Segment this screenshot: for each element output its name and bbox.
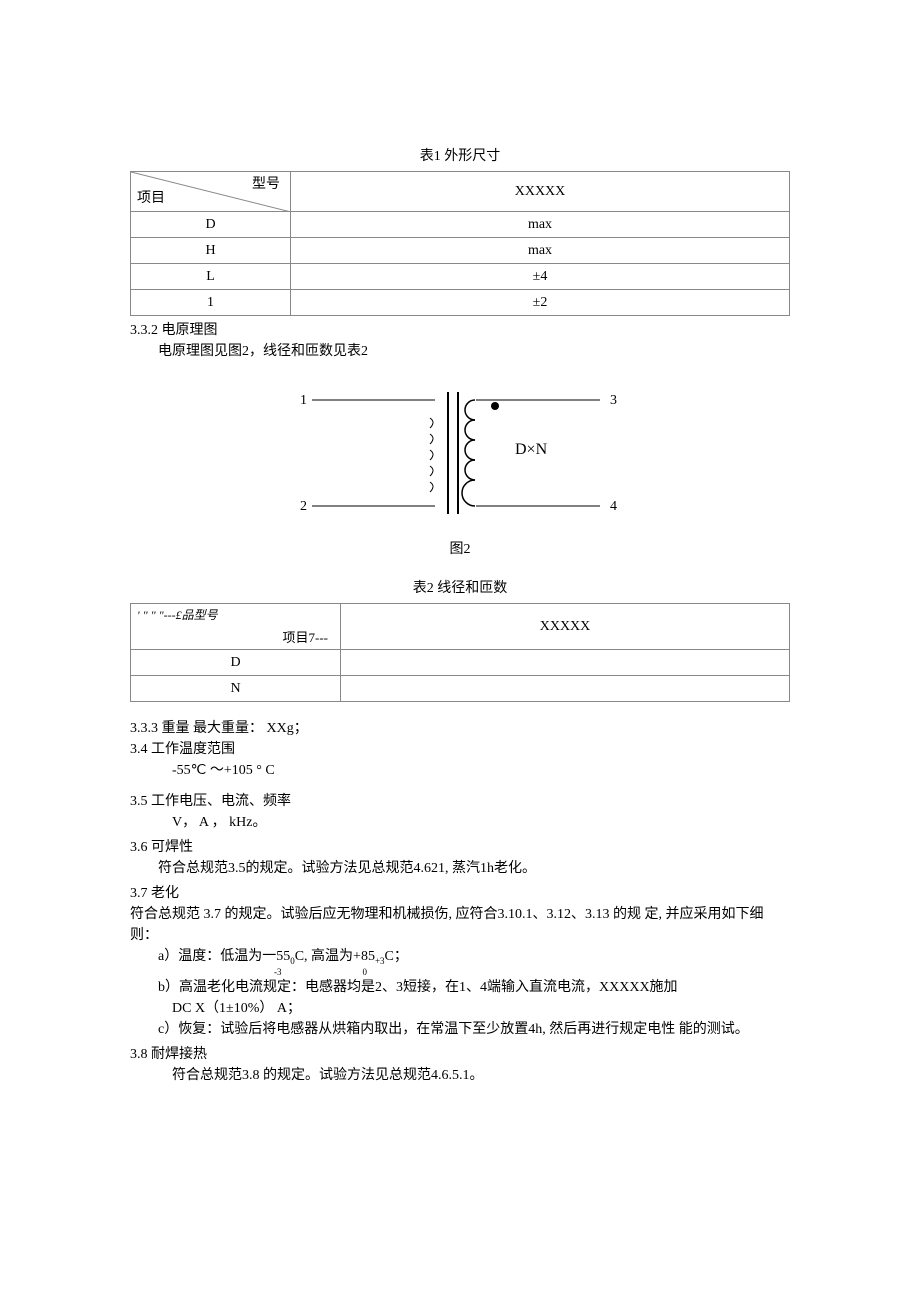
s332-heading: 3.3.2 电原理图 — [130, 320, 790, 341]
pin4-label: 4 — [610, 499, 617, 514]
pin3-label: 3 — [610, 393, 617, 408]
s37-b2: DC X（1±10%） A； — [130, 998, 790, 1019]
table2-caption: 表2 线径和匝数 — [130, 578, 790, 599]
table-row: 1±2 — [131, 290, 790, 316]
cell: max — [291, 212, 790, 238]
table1-col2-header: XXXXX — [291, 172, 790, 212]
s37-a: a）温度：低温为一550C, 高温为+85+3C； — [130, 946, 790, 968]
pin1-label: 1 — [300, 393, 307, 408]
t2-head-a1: ' " " "---£品型号 — [137, 606, 218, 624]
cell — [341, 676, 790, 702]
s37-sub-line: -3 0 — [130, 968, 790, 977]
s333-line: 3.3.3 重量 最大重量： XXg； — [130, 718, 790, 739]
sub: -3 — [274, 967, 282, 977]
s37-b1: b）高温老化电流规定：电感器均是2、3短接，在1、4端输入直流电流，XXXXX施… — [130, 977, 790, 998]
table2-col2-header: XXXXX — [341, 604, 790, 650]
table-row: Hmax — [131, 238, 790, 264]
table1-head-bottom: 项目 — [137, 188, 165, 209]
cell: H — [131, 238, 291, 264]
txt: a）温度：低温为一55 — [158, 949, 290, 964]
s37-line1: 符合总规范 3.7 的规定。试验后应无物理和机械损伤, 应符合3.10.1、3.… — [102, 904, 790, 946]
table1: 型号 项目 XXXXX Dmax Hmax L±4 1±2 — [130, 171, 790, 316]
s38-line1: 符合总规范3.8 的规定。试验方法见总规范4.6.5.1。 — [130, 1065, 790, 1086]
table2: ' " " "---£品型号 项目7--- XXXXX D N — [130, 603, 790, 702]
table1-head-top: 型号 — [252, 174, 280, 195]
s36-line1: 符合总规范3.5的规定。试验方法见总规范4.621, 蒸汽1h老化。 — [130, 858, 790, 879]
sub: +3 — [375, 956, 385, 966]
table1-caption: 表1 外形尺寸 — [130, 146, 790, 167]
table-row: Dmax — [131, 212, 790, 238]
cell — [341, 650, 790, 676]
s332-line1: 电原理图见图2，线径和匝数见表2 — [130, 341, 790, 362]
s34-heading: 3.4 工作温度范围 — [130, 739, 790, 760]
s35-heading: 3.5 工作电压、电流、频率 — [130, 791, 790, 812]
s37-c: c）恢复：试验后将电感器从烘箱内取出，在常温下至少放置4h, 然后再进行规定电性… — [130, 1019, 790, 1040]
sub: 0 — [363, 967, 368, 977]
s34-line1: -55℃ 〜+105 ° C — [130, 760, 790, 781]
cell: L — [131, 264, 291, 290]
figure2: 1 2 3 4 D×N 图2 — [130, 382, 790, 560]
cell: D — [131, 650, 341, 676]
s37-heading: 3.7 老化 — [130, 883, 790, 904]
txt: C； — [385, 949, 408, 964]
t2-head-a2: 项目7--- — [283, 628, 329, 648]
cell: max — [291, 238, 790, 264]
cell: D — [131, 212, 291, 238]
table-row: N — [131, 676, 790, 702]
table-row: L±4 — [131, 264, 790, 290]
table1-diag-header: 型号 项目 — [131, 172, 291, 212]
pin2-label: 2 — [300, 499, 307, 514]
cell: N — [131, 676, 341, 702]
cell: 1 — [131, 290, 291, 316]
figure2-caption: 图2 — [130, 539, 790, 560]
cell: ±2 — [291, 290, 790, 316]
polarity-dot — [491, 402, 499, 410]
txt: C, 高温为+85 — [295, 949, 375, 964]
cell: ±4 — [291, 264, 790, 290]
table-row: D — [131, 650, 790, 676]
s35-line1: V， A ， kHz。 — [130, 812, 790, 833]
s36-heading: 3.6 可焊性 — [130, 837, 790, 858]
table2-diag-header: ' " " "---£品型号 项目7--- — [131, 604, 341, 650]
s38-heading: 3.8 耐焊接热 — [130, 1044, 790, 1065]
dxn-label: D×N — [515, 441, 548, 458]
